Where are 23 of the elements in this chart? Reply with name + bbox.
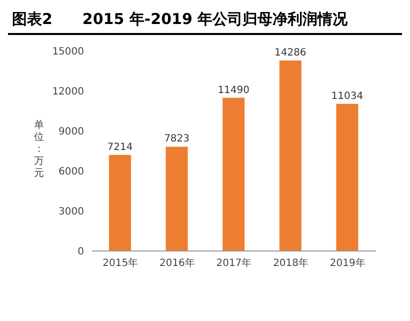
y-tick-label: 12000 [52,86,84,98]
y-tick-label: 15000 [52,46,84,58]
bar [336,104,358,251]
data-label: 11490 [218,84,250,96]
x-tick-label: 2019年 [330,257,366,270]
data-label: 7214 [107,142,133,153]
bar [222,98,245,251]
bar [279,60,302,251]
y-tick-label: 3000 [58,206,84,218]
x-tick-label: 2016年 [159,257,195,270]
bar [109,154,131,251]
chart-title: 图表2 2015 年-2019 年公司归母净利润情况 [8,8,402,35]
y-axis-title: 单位：万元 [34,120,44,180]
x-tick-label: 2018年 [273,257,309,270]
x-tick-label: 2015年 [102,257,138,270]
y-tick-label: 0 [78,246,84,258]
x-tick-label: 2017年 [216,257,252,270]
bar [166,146,188,251]
y-tick-label: 6000 [58,166,84,178]
y-tick-label: 9000 [58,126,84,138]
data-label: 11034 [331,90,364,102]
data-label: 14286 [274,48,306,59]
data-label: 7823 [164,134,190,145]
